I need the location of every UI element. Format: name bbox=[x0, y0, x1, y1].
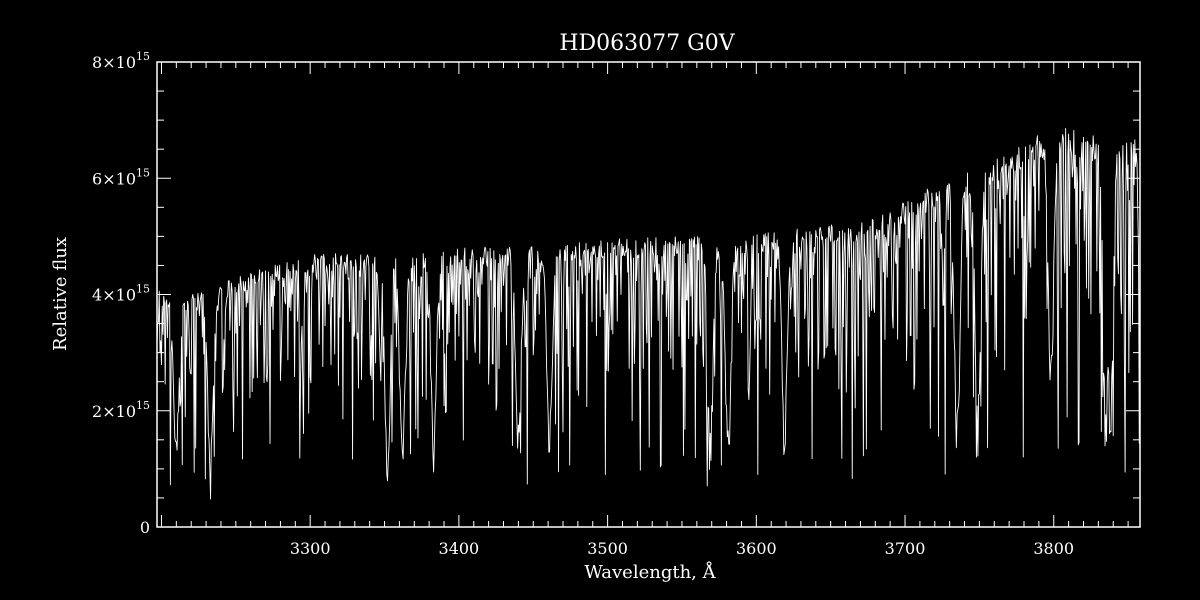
y-tick-label: 8×1015 bbox=[92, 50, 150, 72]
x-tick-label: 3400 bbox=[439, 539, 480, 558]
x-tick-label: 3600 bbox=[736, 539, 777, 558]
y-tick-label: 6×1015 bbox=[92, 166, 150, 188]
x-tick-label: 3300 bbox=[290, 539, 331, 558]
spectrum-layer bbox=[156, 127, 1141, 500]
x-tick-label: 3500 bbox=[587, 539, 628, 558]
x-tick-label: 3800 bbox=[1033, 539, 1074, 558]
y-axis-label: Relative flux bbox=[50, 237, 71, 351]
x-axis-label: Wavelength, Å bbox=[584, 561, 716, 583]
axes-layer: 3300 3400 3500 3600 3700 3800 0 2×1015 4×1015 6×1… bbox=[92, 50, 1141, 558]
y-tick-label: 4×1015 bbox=[92, 283, 150, 305]
y-tick-label: 0 bbox=[140, 518, 150, 537]
chart-title: HD063077 G0V bbox=[559, 31, 735, 56]
y-tick-label: 2×1015 bbox=[92, 399, 150, 421]
x-tick-label: 3700 bbox=[885, 539, 926, 558]
spectrum-series-line bbox=[156, 127, 1141, 500]
